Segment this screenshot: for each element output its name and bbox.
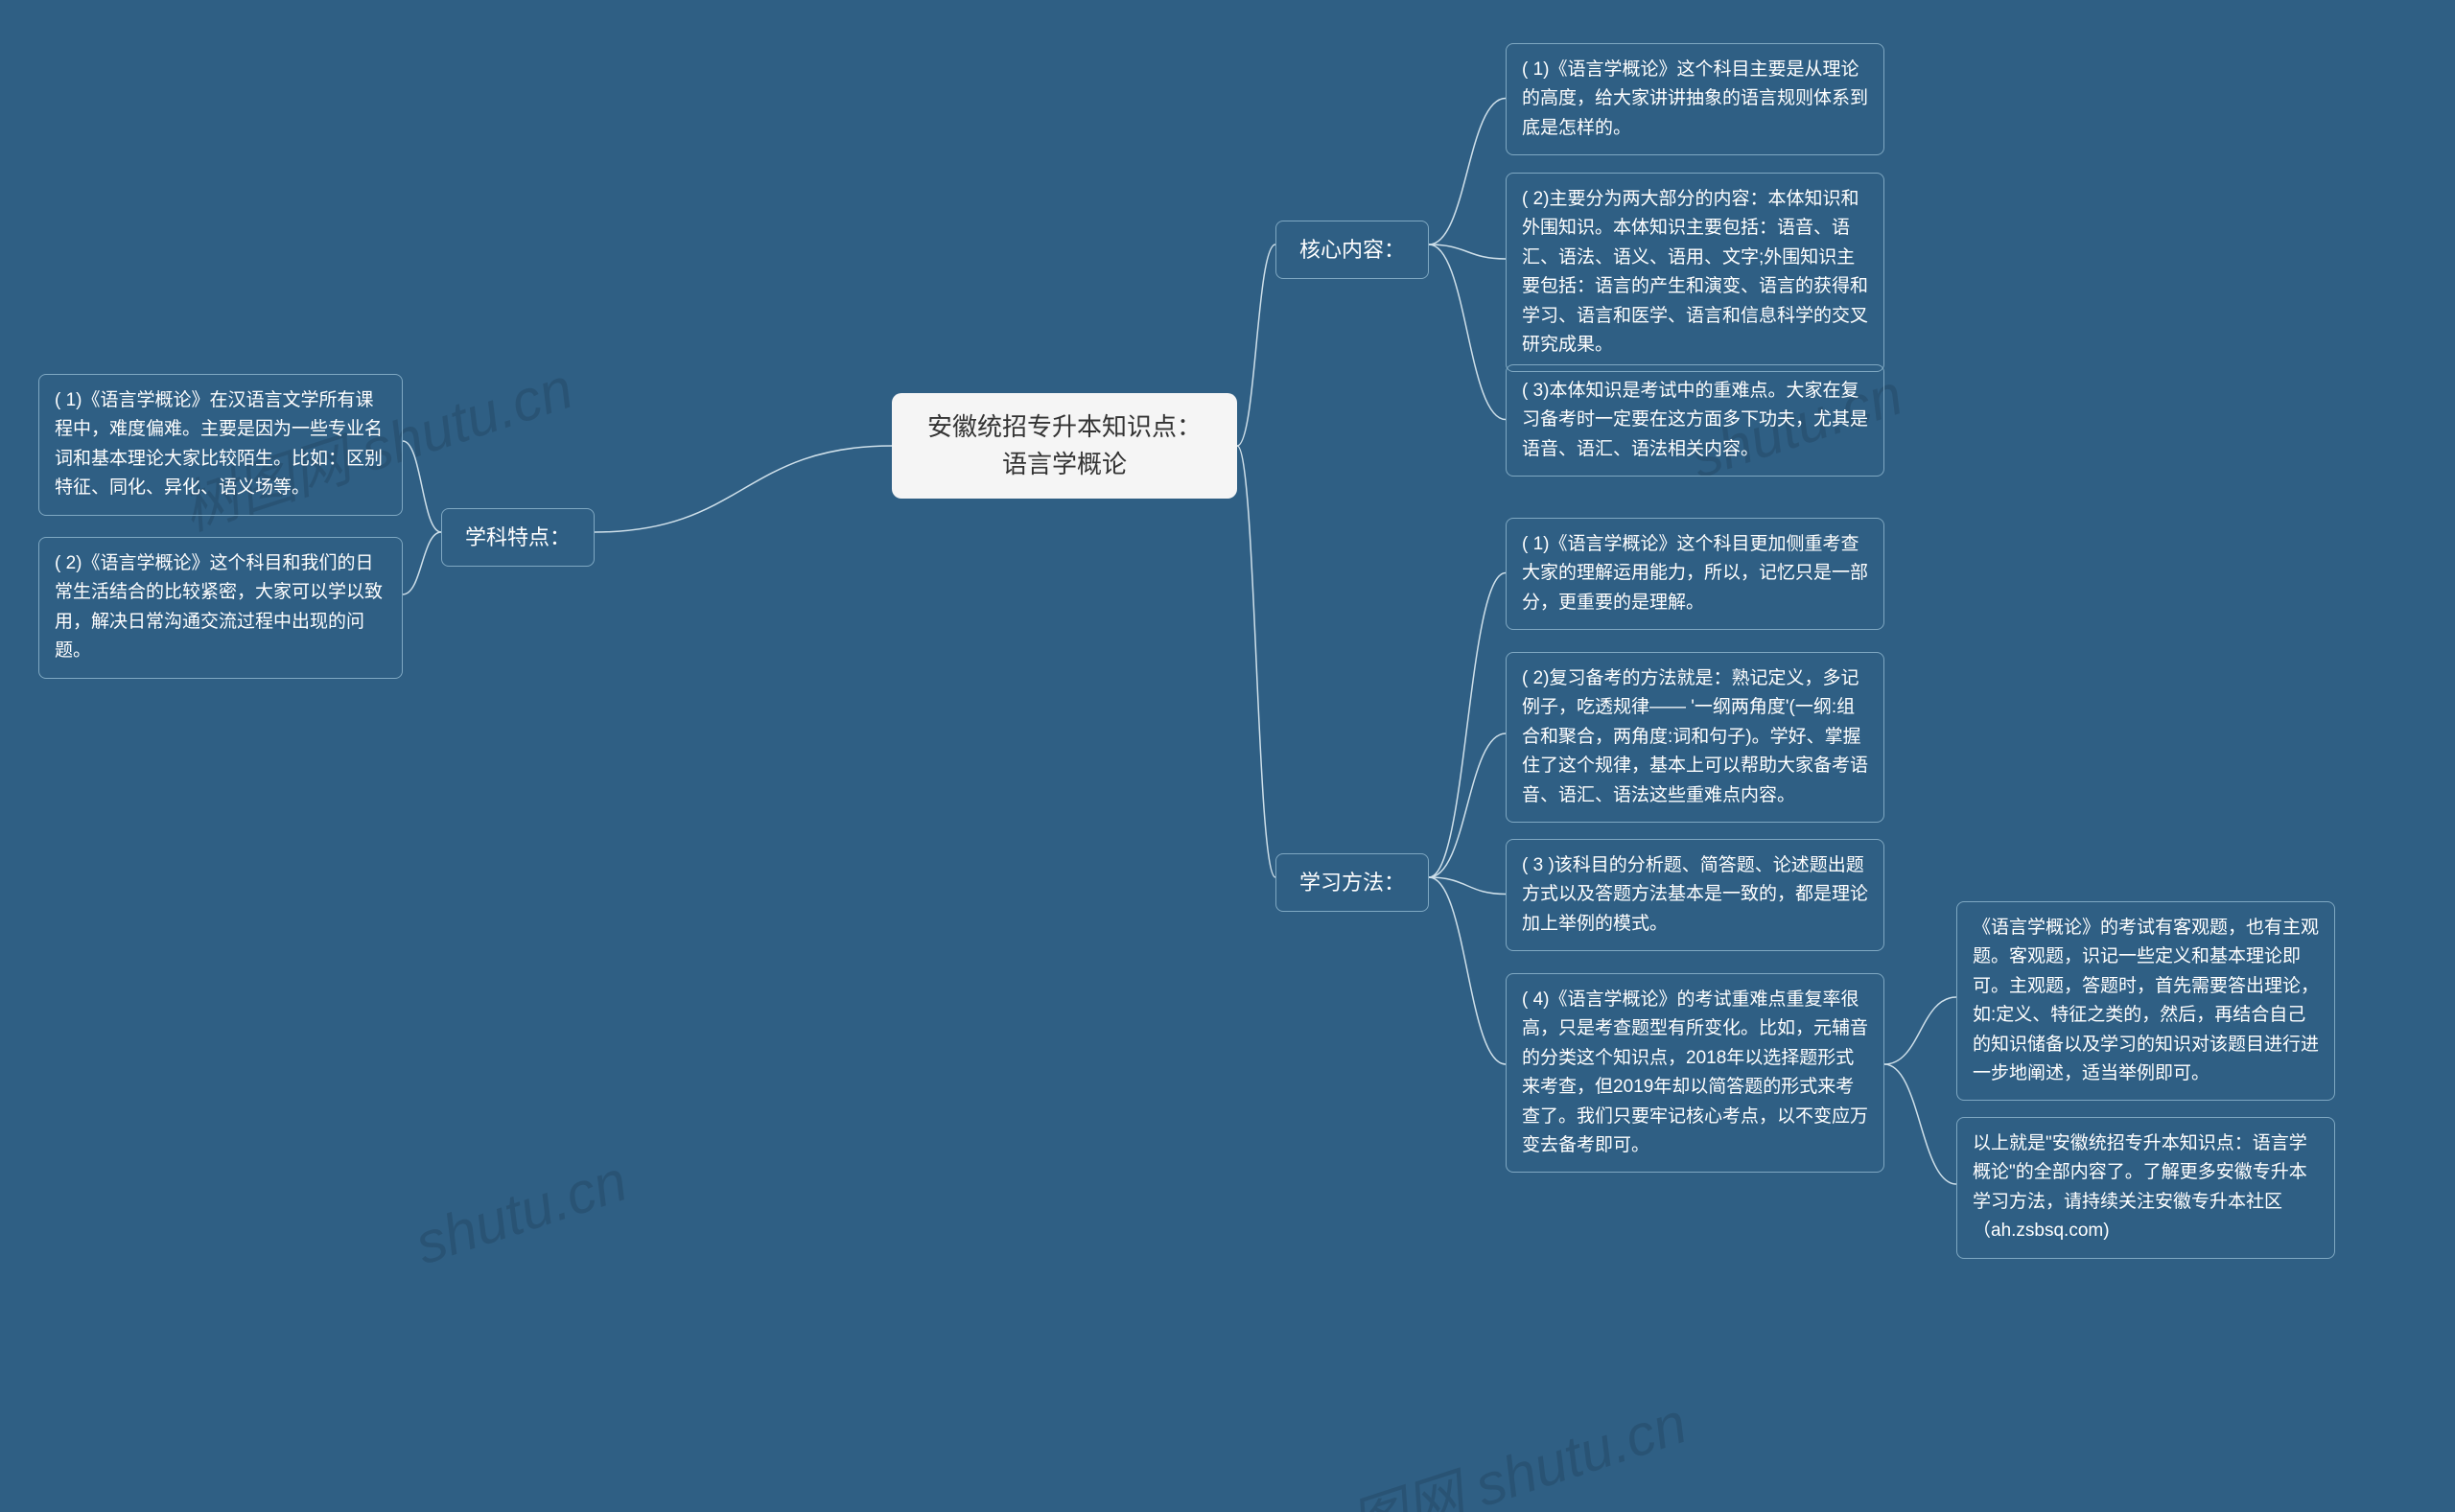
leaf-right1-0: ( 1)《语言学概论》这个科目主要是从理论的高度，给大家讲讲抽象的语言规则体系到…: [1506, 43, 1884, 155]
leaf-left-1: ( 2)《语言学概论》这个科目和我们的日常生活结合的比较紧密，大家可以学以致用，…: [38, 537, 403, 679]
leaf-right1-1: ( 2)主要分为两大部分的内容：本体知识和外围知识。本体知识主要包括：语音、语汇…: [1506, 173, 1884, 372]
leaf-left-0: ( 1)《语言学概论》在汉语言文学所有课程中，难度偏难。主要是因为一些专业名词和…: [38, 374, 403, 516]
watermark: 图网 shutu.cn: [1338, 1377, 1695, 1512]
leaf-right2-3-1: 以上就是"安徽统招专升本知识点：语言学概论"的全部内容了。了解更多安徽专升本学习…: [1956, 1117, 2335, 1259]
leaf-right2-3-0: 《语言学概论》的考试有客观题，也有主观题。客观题，识记一些定义和基本理论即可。主…: [1956, 901, 2335, 1101]
edge-layer: [0, 0, 2455, 1512]
leaf-right2-0: ( 1)《语言学概论》这个科目更加侧重考查大家的理解运用能力，所以，记忆只是一部…: [1506, 518, 1884, 630]
branch-right2: 学习方法：: [1275, 853, 1429, 912]
leaf-right2-2: ( 3 )该科目的分析题、简答题、论述题出题方式以及答题方法基本是一致的，都是理…: [1506, 839, 1884, 951]
leaf-right2-3: ( 4)《语言学概论》的考试重难点重复率很高，只是考查题型有所变化。比如，元辅音…: [1506, 973, 1884, 1173]
root-node: 安徽统招专升本知识点：语言学概论: [892, 393, 1237, 499]
branch-right1: 核心内容：: [1275, 221, 1429, 279]
mindmap-canvas: 树图网 shutu.cnshutu.cnshutu.cn图网 shutu.cn安…: [0, 0, 2455, 1512]
watermark: shutu.cn: [408, 1148, 635, 1278]
branch-left: 学科特点：: [441, 508, 595, 567]
leaf-right2-1: ( 2)复习备考的方法就是：熟记定义，多记例子，吃透规律—— '一纲两角度'(一…: [1506, 652, 1884, 823]
leaf-right1-2: ( 3)本体知识是考试中的重难点。大家在复习备考时一定要在这方面多下功夫，尤其是…: [1506, 364, 1884, 477]
